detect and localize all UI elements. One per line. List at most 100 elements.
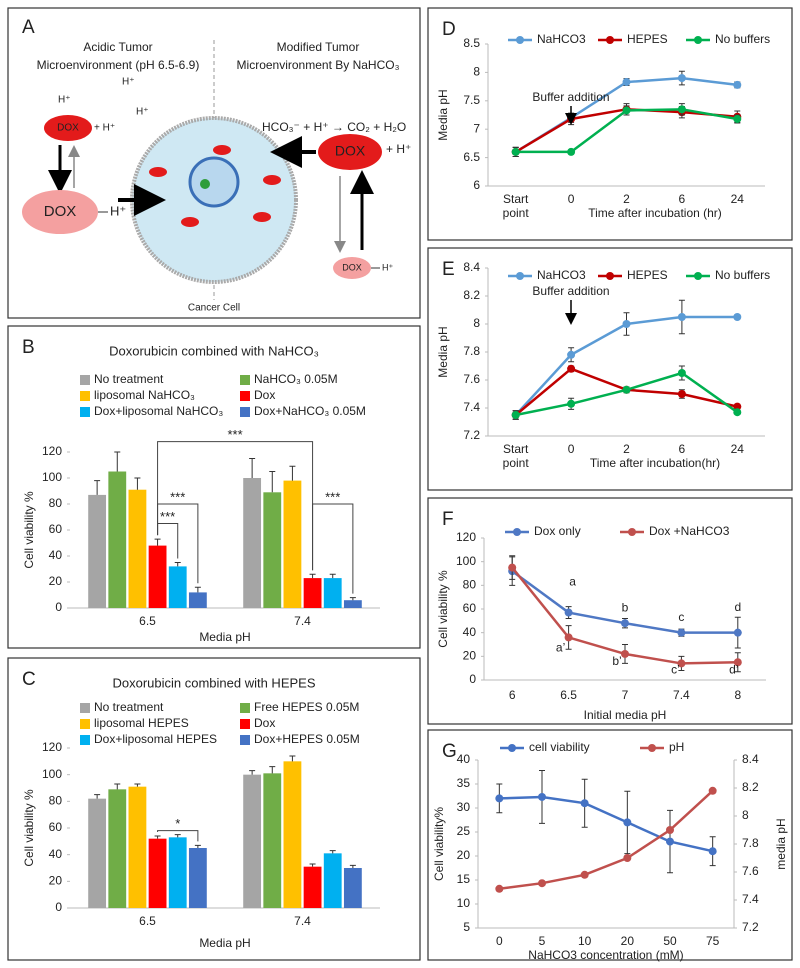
- proton: H⁺: [122, 77, 135, 88]
- bar: [148, 838, 167, 908]
- legend-swatch: [80, 735, 90, 745]
- bar: [343, 600, 362, 608]
- point: [708, 847, 717, 856]
- y-tick-label: 8: [473, 65, 480, 79]
- point: [622, 385, 631, 394]
- y-tick-label: 40: [49, 548, 63, 562]
- y2-tick-label: 7.6: [742, 864, 759, 878]
- point: [666, 826, 674, 834]
- y2-tick-label: 7.8: [742, 836, 759, 850]
- x-tick-label: 0: [568, 442, 575, 456]
- legend-label: HEPES: [627, 32, 668, 46]
- y-tick-label: 8.2: [463, 288, 480, 302]
- annotation: Buffer addition: [532, 90, 609, 104]
- legend-label: cell viability: [529, 740, 590, 754]
- y-tick-label: 40: [49, 847, 63, 861]
- annotation: a’: [556, 641, 565, 655]
- chart: C Doxorubicin combined with HEPES 0 20 40 60 8…: [7, 657, 421, 961]
- y-tick-label: 8: [473, 316, 480, 330]
- x-tick-label: 0: [496, 934, 503, 948]
- y-axis-title: Media pH: [436, 326, 450, 377]
- point: [538, 879, 546, 888]
- y-tick-label: 120: [42, 740, 62, 754]
- x-tick-label: 6.5: [139, 614, 156, 628]
- series-line: [499, 795, 713, 853]
- y-tick-label: 0: [469, 672, 476, 686]
- x-axis-title: Time after incubation(hr): [590, 456, 720, 470]
- x-tick-label: 6.5: [139, 914, 156, 928]
- x-tick-label: 6: [509, 688, 516, 702]
- panel-frame: [7, 657, 421, 961]
- chart: B Doxorubicin combined with NaHCO₃ 0 20 40 60…: [7, 325, 421, 649]
- bar: [148, 545, 167, 608]
- series-line: [499, 789, 714, 891]
- reaction: HCO₃⁻ + H⁺ → CO₂ + H₂O: [262, 120, 406, 134]
- x-tick-label: 20: [621, 934, 635, 948]
- error-bar: [194, 586, 201, 593]
- dox-neutral: [333, 257, 371, 279]
- y-axis-title: Cell viability %: [22, 789, 36, 867]
- bar: [303, 578, 322, 608]
- cell-label: Cancer Cell: [188, 303, 240, 314]
- significance-label: *: [175, 816, 180, 831]
- point: [733, 313, 742, 321]
- y-tick-label: 7.4: [463, 400, 480, 414]
- chart-title: Doxorubicin combined with HEPES: [112, 675, 315, 690]
- x-tick-label: 5: [539, 934, 546, 948]
- y2-tick-label: 8: [742, 808, 749, 822]
- point: [622, 78, 631, 87]
- legend-label: Dox+liposomal NaHCO₃: [94, 404, 223, 418]
- error-bar: [174, 834, 181, 838]
- legend-label: Dox+NaHCO₃ 0.05M: [254, 404, 366, 418]
- legend-swatch: [80, 703, 90, 713]
- error-bar: [329, 573, 336, 579]
- point: [511, 147, 520, 156]
- y-axis-title: Cell viability %: [22, 491, 36, 569]
- y-tick-label: 25: [457, 824, 471, 838]
- point: [621, 619, 629, 628]
- legend-swatch: [80, 407, 90, 417]
- point: [666, 837, 674, 846]
- x-axis-title: Media pH: [199, 936, 250, 950]
- y-axis-title: Media pH: [436, 89, 450, 140]
- x-tick-label: 10: [578, 934, 592, 948]
- bar: [128, 786, 147, 908]
- point: [677, 628, 686, 637]
- legend-swatch: [240, 391, 250, 401]
- point: [511, 411, 520, 419]
- legend-label: Dox+liposomal HEPES: [94, 732, 217, 746]
- x-tick-label: 7.4: [673, 688, 690, 702]
- error-bar: [309, 863, 316, 867]
- y-tick-label: 120: [42, 444, 62, 458]
- y-tick-label: 40: [457, 752, 471, 766]
- y2-tick-label: 8.4: [742, 752, 759, 766]
- x-tick-label: 7.4: [294, 914, 311, 928]
- y-tick-label: 35: [457, 776, 471, 790]
- y-tick-label: 7.8: [463, 344, 480, 358]
- point: [677, 74, 686, 83]
- panel-label: C: [22, 669, 36, 690]
- legend-swatch: [240, 375, 250, 385]
- error-bar: [249, 458, 256, 478]
- y2-axis-title: media pH: [774, 818, 788, 869]
- y-tick-label: 80: [49, 496, 63, 510]
- legend-marker: [516, 272, 524, 280]
- y-tick-label: 10: [457, 896, 471, 910]
- bar: [188, 592, 207, 608]
- point: [708, 786, 717, 795]
- x-tick-label: Start point: [503, 442, 530, 470]
- dox-text: DOX: [44, 203, 77, 220]
- legend-label: Dox +NaHCO3: [649, 524, 730, 538]
- proton: H⁺: [110, 203, 126, 218]
- y-tick-label: 8.5: [463, 36, 480, 50]
- error-bar: [269, 471, 276, 493]
- proton: + H⁺: [386, 142, 411, 156]
- y-tick-label: 100: [456, 554, 476, 568]
- x-tick-label: 0: [568, 192, 575, 206]
- legend-label: No treatment: [94, 700, 164, 714]
- proton: + H⁺: [94, 123, 115, 134]
- heading: Microenvironment By NaHCO₃: [237, 58, 400, 72]
- chart: F 0 20 40 60 80 100 120 6 6.5 7 7.4 8 Initial media p…: [427, 497, 793, 725]
- x-tick-label: 6.5: [560, 688, 577, 702]
